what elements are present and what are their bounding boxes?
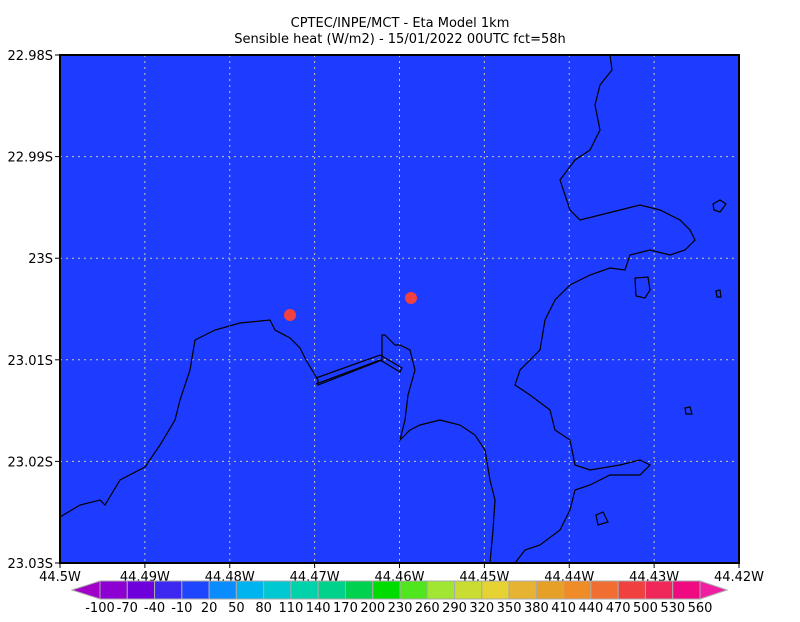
colorbar-swatch — [317, 580, 346, 600]
colorbar-swatch — [481, 580, 510, 600]
longitude-label: 44.5W — [39, 570, 81, 585]
colorbar-label: 350 — [497, 601, 522, 616]
title-line-1: CPTEC/INPE/MCT - Eta Model 1km — [291, 16, 510, 31]
colorbar-swatch — [181, 580, 210, 600]
latitude-label: 22.98S — [8, 49, 53, 64]
colorbar-swatch — [126, 580, 156, 600]
colorbar-label: 380 — [524, 601, 549, 616]
island — [712, 199, 727, 213]
colorbar-swatch — [590, 580, 619, 600]
colorbar-label: 560 — [688, 601, 713, 616]
colorbar-label: 80 — [255, 601, 272, 616]
hotspot-marker — [284, 309, 296, 321]
colorbar-swatch — [372, 580, 401, 600]
title-line-2: Sensible heat (W/m2) - 15/01/2022 00UTC … — [234, 32, 566, 47]
colorbar-label: -40 — [144, 601, 165, 616]
colorbar-swatch — [235, 580, 265, 600]
colorbar-label: 230 — [388, 601, 413, 616]
colorbar-swatch — [535, 580, 565, 600]
colorbar-swatch — [344, 580, 374, 600]
latitude-label: 23.03S — [8, 557, 53, 572]
colorbar-swatch — [617, 580, 646, 600]
colorbar-label: 110 — [278, 601, 303, 616]
colorbar-swatch — [563, 580, 592, 600]
colorbar-swatch — [644, 580, 674, 600]
island — [595, 511, 609, 526]
colorbar-label: 290 — [442, 601, 467, 616]
pier — [315, 354, 403, 385]
colorbar-label: 170 — [333, 601, 358, 616]
coastline-east — [514, 54, 696, 564]
colorbar-label: 320 — [469, 601, 494, 616]
colorbar-label: -100 — [85, 601, 115, 616]
colorbar-swatch — [508, 580, 537, 600]
latitude-labels: 22.98S 22.99S 23S 23.01S 23.02S 23.03S — [8, 49, 60, 572]
colorbar-label: 260 — [415, 601, 440, 616]
latitude-label: 22.99S — [8, 151, 53, 166]
latitude-label: 23.01S — [8, 354, 53, 369]
coastline — [59, 54, 727, 564]
gridlines — [60, 55, 739, 563]
island — [684, 406, 693, 415]
colorbar-swatch — [208, 580, 237, 600]
colorbar-swatch — [99, 580, 128, 600]
colorbar-swatch — [290, 580, 319, 600]
colorbar-label: 530 — [660, 601, 685, 616]
colorbar-swatch — [263, 580, 292, 600]
hotspot-marker — [405, 292, 417, 304]
colorbar-label: 470 — [606, 601, 631, 616]
colorbar-label: 440 — [578, 601, 603, 616]
latitude-label: 23S — [28, 252, 53, 267]
colorbar-label: -10 — [171, 601, 192, 616]
longitude-label: 44.42W — [714, 570, 764, 585]
colorbar-swatch — [399, 580, 428, 600]
colorbar-swatch — [426, 580, 456, 600]
colorbar-swatch — [454, 580, 483, 600]
island — [715, 289, 722, 298]
colorbar-swatch — [672, 580, 701, 600]
colorbar-swatch — [154, 580, 183, 600]
colorbar-label: 20 — [201, 601, 218, 616]
island — [634, 276, 651, 299]
colorbar: -100 -70 -40 -10 20 50 80 110 140 170 200 230 260 290… — [70, 580, 729, 616]
colorbar-label: 500 — [633, 601, 658, 616]
colorbar-label: 410 — [551, 601, 576, 616]
colorbar-label: 140 — [306, 601, 331, 616]
colorbar-label: 200 — [360, 601, 385, 616]
colorbar-label: 50 — [228, 601, 245, 616]
latitude-label: 23.02S — [8, 455, 53, 470]
coastline-west — [59, 319, 496, 564]
colorbar-label: -70 — [117, 601, 138, 616]
